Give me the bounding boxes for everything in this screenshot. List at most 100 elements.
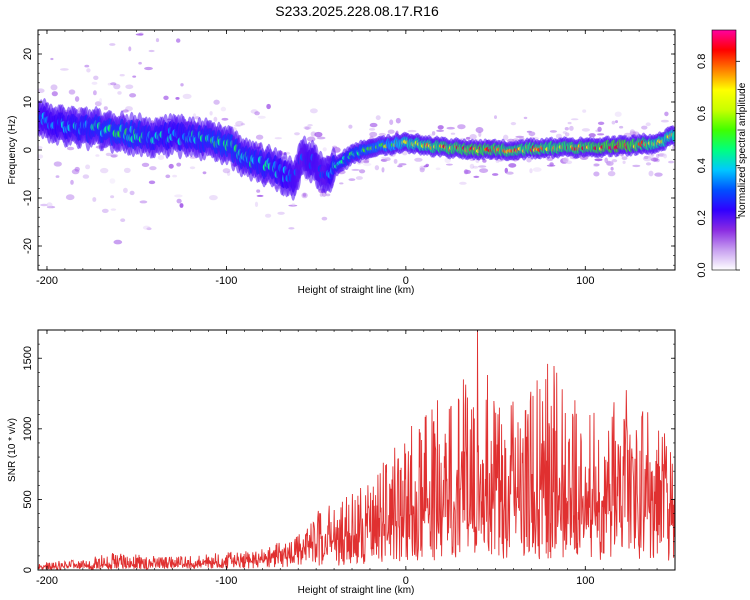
spectrogram-speckle [107,82,112,86]
spectrogram-speckle [475,127,484,133]
spectrogram-blobs [38,32,675,245]
spectrogram-speckle [611,159,618,163]
spectrogram-speckle [165,174,171,179]
spectrogram-speckle [478,131,482,137]
y-tick-label: 500 [22,490,34,508]
spectrogram-speckle [641,125,648,130]
spectrogram-speckle [567,121,572,125]
spectrogram-speckle [363,160,370,164]
spectrogram-speckle [436,129,445,132]
spectrogram-speckle [645,122,651,127]
spectrogram-speckle [389,119,394,125]
y-tick-label: 0 [22,567,34,573]
spectrogram-speckle [431,131,436,136]
spectrogram-speckle [668,160,675,164]
spectrogram-speckle [445,163,453,166]
spectrogram-speckle [303,125,312,130]
spectrogram-speckle [325,193,331,197]
spectrogram-speckle [402,150,408,156]
spectrogram-speckle [581,128,591,132]
spectrogram-speckle [582,109,587,113]
spectrogram-speckle [141,162,150,167]
spectrogram-speckle [85,164,91,170]
spectrogram-speckle [355,176,363,180]
spectrogram-speckle [82,174,90,179]
spectrogram-speckle [446,126,455,130]
spectrogram-speckle [569,125,574,131]
spectrogram-speckle [144,66,153,71]
spectrogram-speckle [179,203,184,208]
spectrogram-speckle [51,91,58,97]
spectrogram-speckle [155,38,160,43]
spectrogram-speckle [369,131,378,137]
spectrogram-speckle [129,93,137,98]
spectrogram-speckle [643,155,649,160]
spectrogram-speckle [95,154,100,157]
spectrogram-speckle [597,126,602,132]
spectrogram-speckle [339,182,344,185]
spectrogram-speckle [614,111,622,117]
x-tick-label: 0 [403,275,409,287]
spectrogram-speckle [381,156,386,159]
colorbar-gradient [712,30,736,270]
spectrogram-speckle [479,168,489,174]
y-tick-label: 10 [22,96,34,108]
spectrogram-speckle [648,153,654,159]
spectrogram-speckle [478,165,487,168]
spectrogram-speckle [319,192,324,197]
spectrogram-speckle [125,84,134,90]
spectrogram-speckle [142,225,151,230]
spectrogram-x-ticks: -200 -100 0 100 [36,30,676,287]
spectrogram-speckle [294,132,300,136]
spectrogram-speckle [619,125,624,129]
colorbar: 0.0 0.2 0.4 0.6 0.8 Normalized spectral ampl… [696,29,748,278]
spectrogram-speckle [50,84,58,91]
spectrogram-speckle [562,131,567,134]
spectrogram-speckle [110,154,117,158]
spectrogram-speckle [564,127,569,131]
spectrogram-speckle [351,168,361,171]
spectrogram-speckle [100,167,109,174]
spectrogram-speckle [506,171,514,175]
spectrogram-speckle [91,81,98,85]
spectrogram-speckle [621,156,628,161]
spectrogram-speckle [348,124,353,129]
spectrogram-speckle [645,162,652,166]
spectrogram-speckle [189,166,196,170]
x-tick-label: 0 [403,575,409,587]
spectrogram-speckle [110,195,115,199]
spectrogram-speckle [176,198,182,204]
spectrogram-speckle [664,111,669,117]
spectrogram-speckle [532,167,542,172]
snr-y-ticks: 0 500 1000 1500 [22,329,675,573]
spectrogram-speckle [529,168,533,174]
spectrogram-speckle [209,195,218,201]
spectrogram-speckle [314,131,323,138]
spectrogram-speckle [650,157,659,162]
spectrogram-speckle [266,103,271,110]
spectrogram-speckle [50,57,54,61]
spectrogram-speckle [597,133,605,136]
spectrogram-speckle [110,153,119,158]
spectrogram-speckle [570,118,579,121]
spectrogram-speckle [55,175,60,178]
x-tick-label: -100 [215,575,237,587]
y-tick-label: -20 [22,238,34,254]
spectrogram-speckle [84,64,90,68]
spectrogram-speckle [172,174,178,178]
spectrogram-speckle [74,96,80,102]
spectrogram-y-axis-label: Frequency (Hz) [7,116,18,185]
spectrogram-speckle [117,91,122,95]
spectrogram-speckle [588,133,596,138]
spectrogram-speckle [301,192,308,199]
spectrogram-speckle [38,145,43,150]
spectrogram-speckle [101,208,109,213]
spectrogram-speckle [148,180,156,185]
spectrogram-speckle [593,163,600,167]
spectrogram-speckle [119,74,125,77]
spectrogram-speckle [606,160,611,165]
spectrogram-speckle [182,93,192,99]
spectrogram-speckle [99,98,103,104]
spectrogram-speckle [132,75,137,78]
spectrogram-speckle [175,97,180,100]
